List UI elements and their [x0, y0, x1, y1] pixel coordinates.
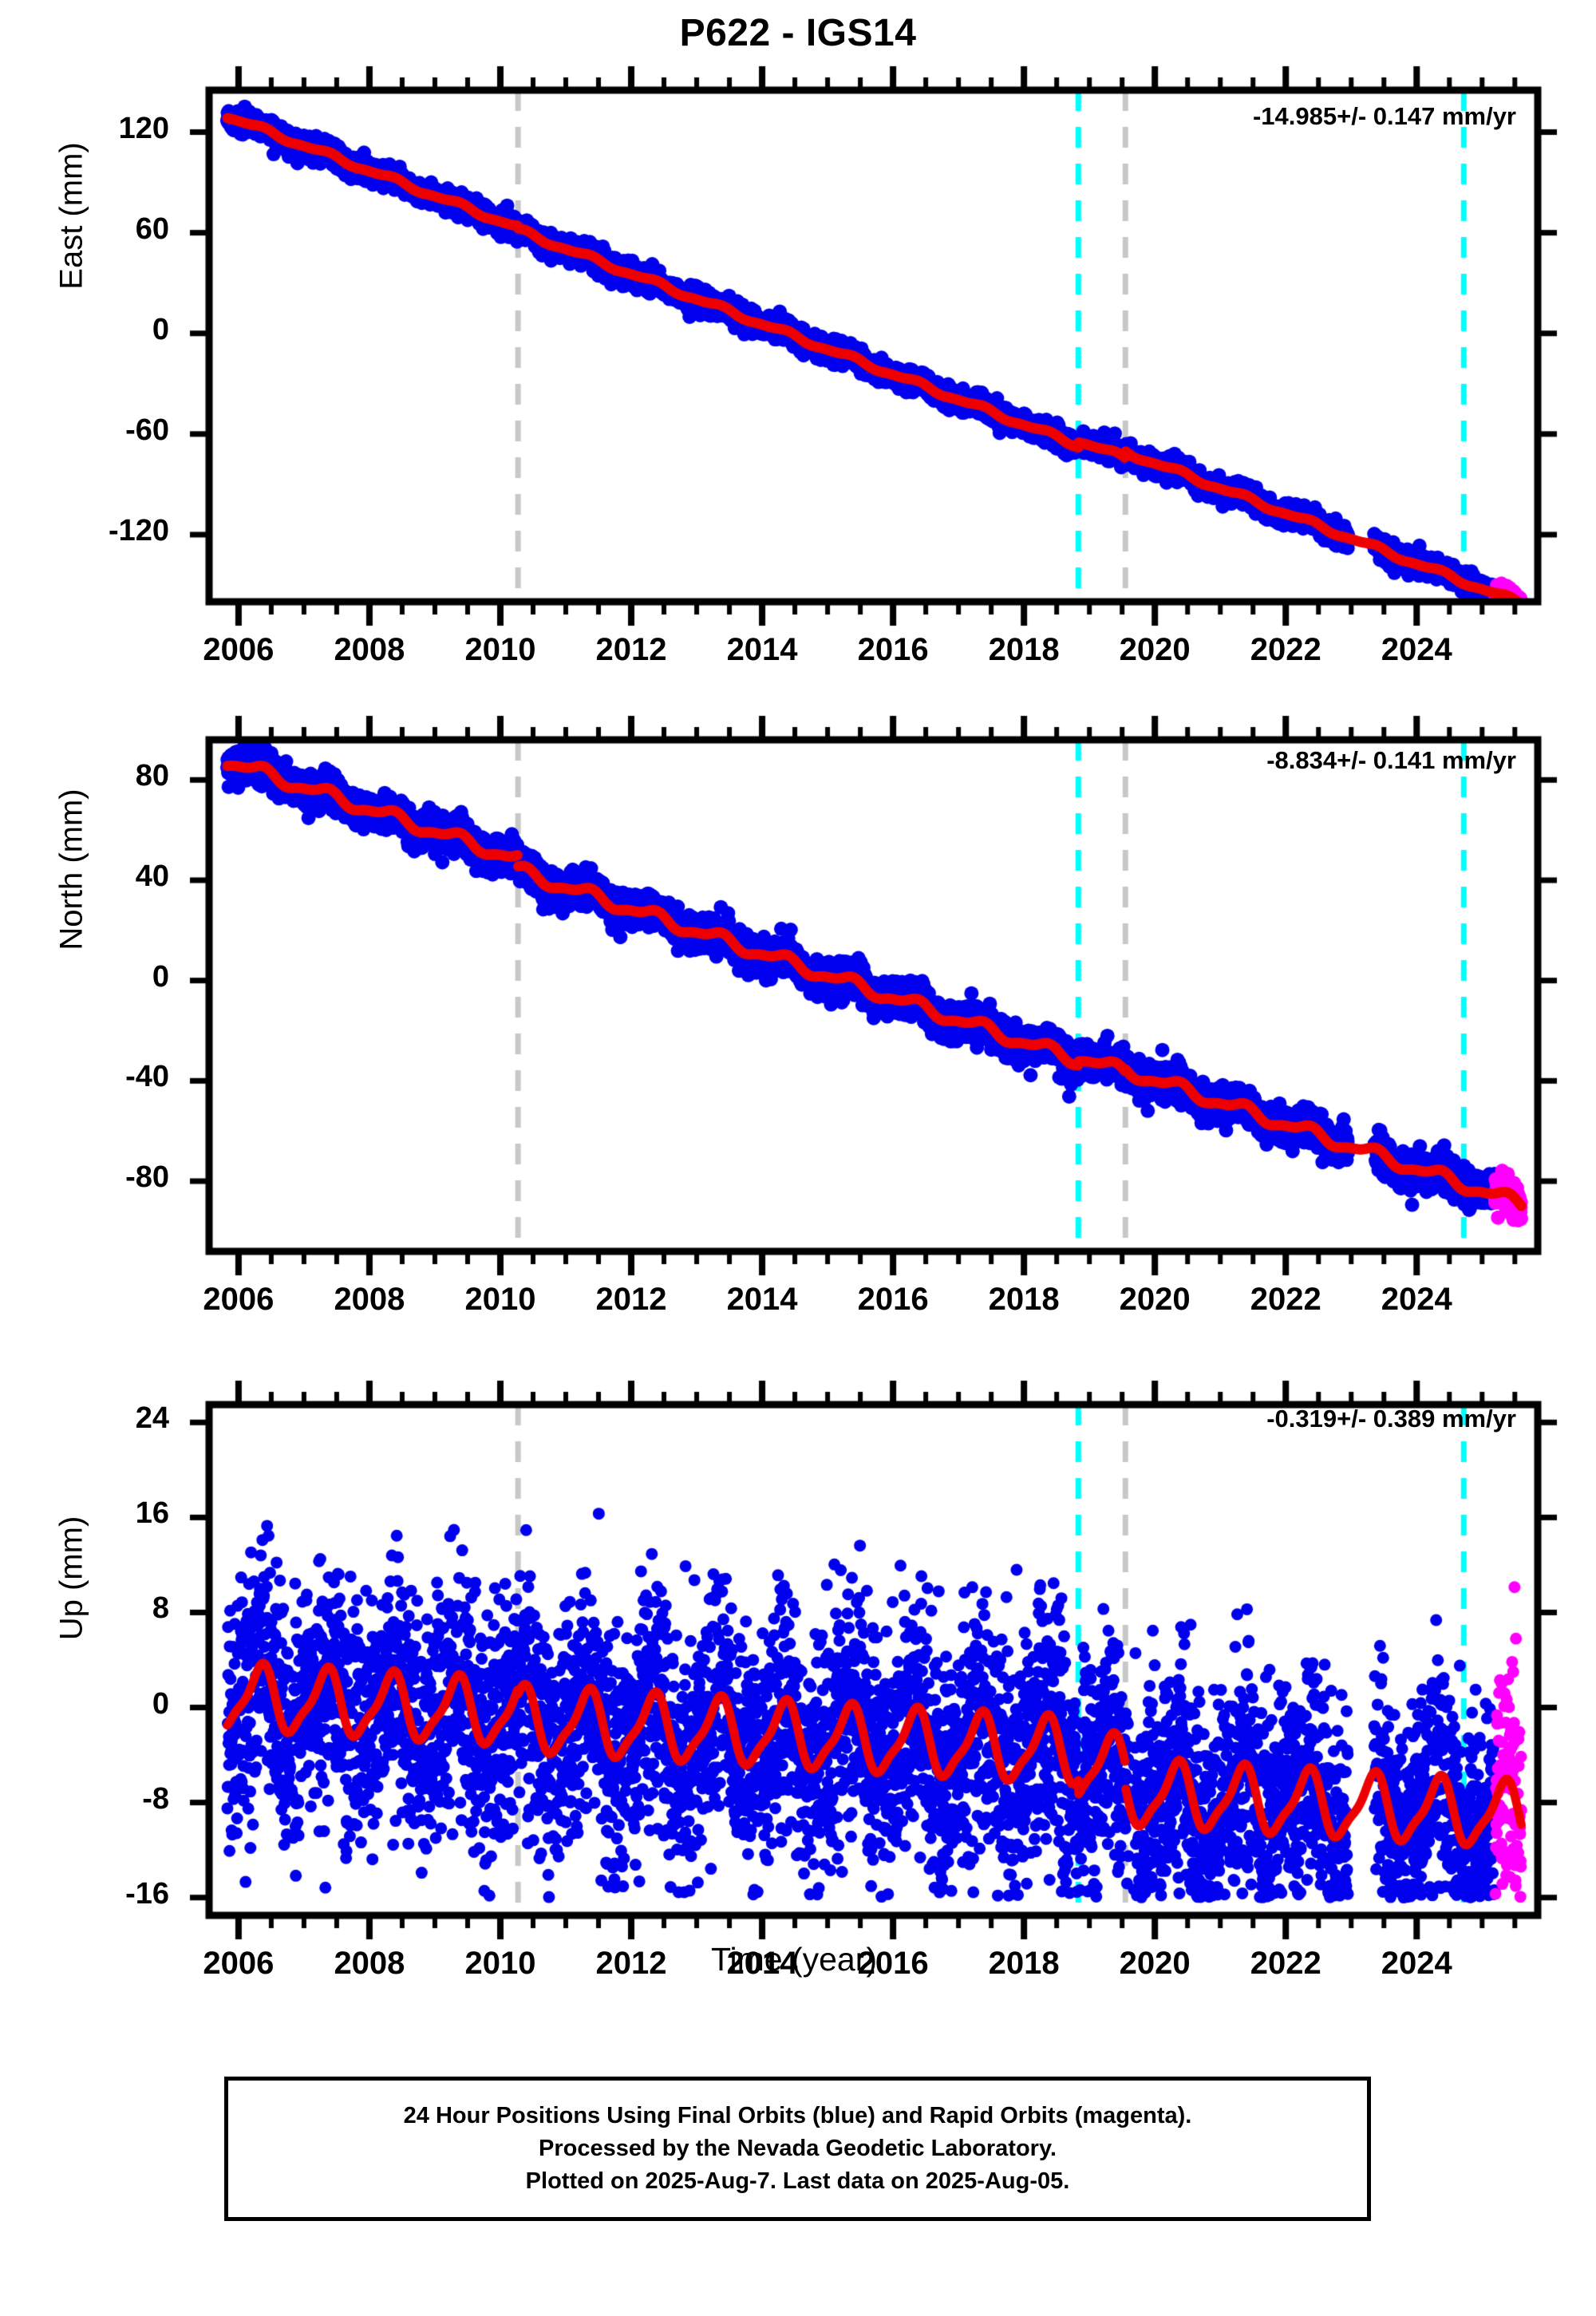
- xtick-0-2016: 2016: [857, 632, 929, 667]
- up-ytick-16: 16: [135, 1496, 169, 1531]
- xtick-2-2010: 2010: [464, 1946, 536, 1981]
- xtick-1-2008: 2008: [334, 1282, 405, 1317]
- xtick-1-2016: 2016: [857, 1282, 929, 1317]
- east-ytick-60: 60: [135, 211, 169, 246]
- xtick-0-2022: 2022: [1250, 632, 1321, 667]
- xtick-2-2022: 2022: [1250, 1946, 1321, 1981]
- xtick-2-2014: 2014: [726, 1946, 798, 1981]
- xtick-1-2022: 2022: [1250, 1282, 1321, 1317]
- xtick-0-2020: 2020: [1119, 632, 1191, 667]
- xtick-1-2018: 2018: [988, 1282, 1060, 1317]
- xtick-2-2012: 2012: [595, 1946, 667, 1981]
- east-ytick--60: -60: [125, 413, 169, 447]
- east-rate-annotation: -14.985+/- 0.147 mm/yr: [1252, 102, 1516, 130]
- xtick-0-2012: 2012: [595, 632, 667, 667]
- up-rate-annotation: -0.319+/- 0.389 mm/yr: [1266, 1405, 1516, 1433]
- north-ytick--40: -40: [125, 1060, 169, 1094]
- up-ytick--16: -16: [125, 1876, 169, 1911]
- east-ytick-0: 0: [152, 312, 169, 346]
- xtick-2-2016: 2016: [857, 1946, 929, 1981]
- east-ytick--120: -120: [108, 513, 169, 547]
- page-title: P622 - IGS14: [679, 12, 917, 54]
- caption-line-1: 24 Hour Positions Using Final Orbits (bl…: [403, 2102, 1192, 2128]
- xtick-2-2018: 2018: [988, 1946, 1060, 1981]
- north-ytick-0: 0: [152, 959, 169, 994]
- caption-line-3: Plotted on 2025-Aug-7. Last data on 2025…: [525, 2168, 1070, 2195]
- xtick-0-2018: 2018: [988, 632, 1060, 667]
- xtick-2-2020: 2020: [1119, 1946, 1191, 1981]
- xtick-0-2006: 2006: [203, 632, 275, 667]
- up-ytick-24: 24: [135, 1401, 169, 1436]
- xtick-2-2024: 2024: [1381, 1946, 1452, 1981]
- xtick-0-2008: 2008: [334, 632, 405, 667]
- xtick-2-2006: 2006: [203, 1946, 275, 1981]
- north-ytick--80: -80: [125, 1160, 169, 1195]
- up-ytick-0: 0: [152, 1686, 169, 1721]
- up-ytick--8: -8: [142, 1781, 169, 1816]
- xtick-0-2014: 2014: [726, 632, 798, 667]
- xtick-0-2010: 2010: [464, 632, 536, 667]
- xtick-1-2024: 2024: [1381, 1282, 1452, 1317]
- figure-caption-box: 24 Hour Positions Using Final Orbits (bl…: [224, 2077, 1371, 2221]
- xtick-2-2008: 2008: [334, 1946, 405, 1981]
- xtick-1-2010: 2010: [464, 1282, 536, 1317]
- up-ytick-8: 8: [152, 1591, 169, 1626]
- up-axis-label: Up (mm): [53, 1516, 89, 1641]
- east-ytick-120: 120: [118, 111, 169, 145]
- north-ytick-40: 40: [135, 859, 169, 893]
- caption-line-2: Processed by the Nevada Geodetic Laborat…: [539, 2135, 1057, 2161]
- xtick-1-2012: 2012: [595, 1282, 667, 1317]
- xtick-0-2024: 2024: [1381, 632, 1452, 667]
- xtick-1-2006: 2006: [203, 1282, 275, 1317]
- north-rate-annotation: -8.834+/- 0.141 mm/yr: [1266, 746, 1516, 774]
- north-ytick-80: 80: [135, 759, 169, 793]
- x-axis-label: Time (year): [710, 1941, 878, 1978]
- xtick-1-2014: 2014: [726, 1282, 798, 1317]
- xtick-1-2020: 2020: [1119, 1282, 1191, 1317]
